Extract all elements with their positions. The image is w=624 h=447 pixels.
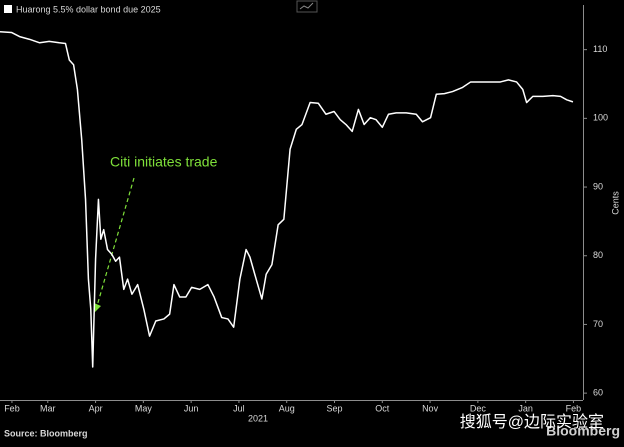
y-axis-title: Cents bbox=[610, 191, 620, 215]
x-tick-label: Jan bbox=[518, 403, 533, 413]
legend-swatch bbox=[4, 5, 12, 13]
x-tick-label: Jul bbox=[233, 403, 245, 413]
y-tick-label: 100 bbox=[593, 113, 608, 123]
y-tick-label: 80 bbox=[593, 250, 603, 260]
x-tick-label: Oct bbox=[375, 403, 390, 413]
x-tick-label: Sep bbox=[327, 403, 343, 413]
y-tick-label: 90 bbox=[593, 181, 603, 191]
x-tick-label: Aug bbox=[279, 403, 295, 413]
legend-label: Huarong 5.5% dollar bond due 2025 bbox=[16, 4, 161, 14]
x-tick-label: Mar bbox=[40, 403, 56, 413]
x-tick-label: May bbox=[135, 403, 153, 413]
year-label: 2021 bbox=[248, 413, 268, 423]
line-series bbox=[0, 31, 574, 368]
y-tick-label: 110 bbox=[593, 44, 607, 54]
x-tick-label: Dec bbox=[470, 403, 487, 413]
brand: Bloomberg bbox=[546, 423, 620, 439]
source: Source: Bloomberg bbox=[4, 428, 88, 438]
x-tick-label: Apr bbox=[89, 403, 103, 413]
y-tick-label: 70 bbox=[593, 319, 603, 329]
x-tick-label: Nov bbox=[422, 403, 439, 413]
chart-icon bbox=[296, 0, 318, 13]
annotation-arrow bbox=[94, 177, 135, 313]
x-tick-label: Feb bbox=[4, 403, 20, 413]
x-tick-label: Jun bbox=[184, 403, 199, 413]
annotation: Citi initiates trade bbox=[110, 154, 218, 170]
x-tick-label: Feb bbox=[566, 403, 582, 413]
y-tick-label: 60 bbox=[593, 388, 603, 398]
watermark: 搜狐号@边际实验室 bbox=[460, 413, 604, 431]
